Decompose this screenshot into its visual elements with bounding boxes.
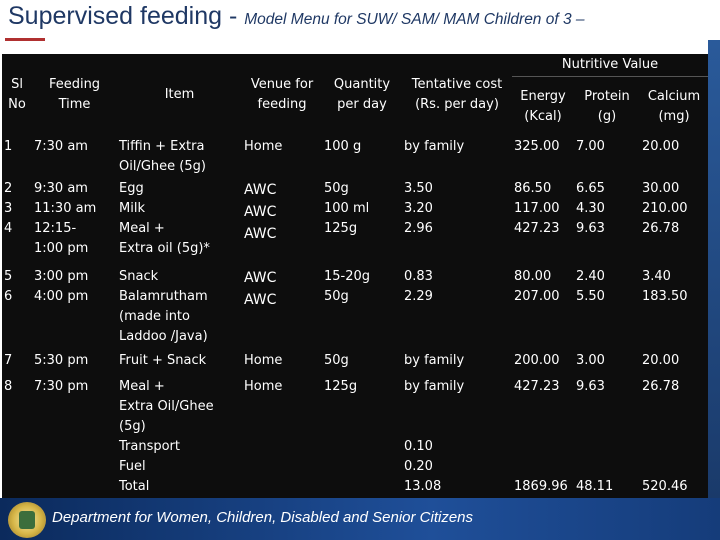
header-quantity: Quantity per day [333,77,391,113]
header-sl-no: Sl No [8,77,26,113]
cell-protein: 6.65 4.30 9.63 [576,180,605,236]
cell-venue: Home [244,138,283,154]
cell-quantity: 50g 100 ml 125g [324,180,370,236]
cell-calcium: 30.00 210.00 26.78 [642,180,688,236]
cell-quantity: 125g [324,378,358,394]
cell-venue: Home [244,378,283,394]
government-emblem-icon [8,502,46,538]
cell-item: Meal + Extra Oil/Ghee (5g) Transport Fue… [119,378,214,494]
cell-calcium: 20.00 [642,352,680,368]
cell-quantity: 100 g [324,138,362,154]
title-subtitle: Model Menu for SUW/ SAM/ MAM Children of… [244,11,585,28]
cell-quantity: 15-20g 50g [324,268,371,304]
cell-energy: 427.23 1869.96 [514,378,568,494]
menu-table-panel: Sl No Feeding Time Item Venue for feedin… [2,54,709,498]
cell-protein: 7.00 [576,138,605,154]
cell-item: Fruit + Snack [119,352,207,368]
right-edge-bar [708,40,720,500]
cell-energy: 200.00 [514,352,560,368]
cell-energy: 325.00 [514,138,560,154]
cell-energy: 86.50 117.00 427.23 [514,180,560,236]
cell-time: 5:30 pm [34,352,89,368]
table-row: 5 6 3:00 pm 4:00 pm Snack Balamrutham (m… [2,267,708,351]
cell-item: Snack Balamrutham (made into Laddoo /Jav… [119,268,208,344]
header-protein: Protein (g) [584,88,630,124]
cell-calcium: 26.78 520.46 [642,378,688,494]
header-item: Item [164,87,195,103]
cell-cost: by family [404,138,465,154]
header-venue: Venue for feeding [250,77,314,113]
header-row-top: Sl No Feeding Time Item Venue for feedin… [2,54,709,112]
header-calcium: Calcium (mg) [647,88,701,124]
department-name: Department for Women, Children, Disabled… [52,509,474,526]
menu-table: Sl No Feeding Time Item Venue for feedin… [2,54,709,497]
cell-protein: 2.40 5.50 [576,268,605,304]
header-feeding-time: Feeding Time [48,77,101,113]
header-cost: Tentative cost (Rs. per day) [411,77,503,113]
cell-quantity: 50g [324,352,349,368]
cell-sl: 8 [4,378,13,394]
cell-sl: 2 3 4 [4,180,13,236]
cell-sl: 5 6 [4,268,13,304]
cell-protein: 3.00 [576,352,605,368]
cell-sl: 7 [4,352,13,368]
cell-protein: 9.63 48.11 [576,378,614,494]
table-row: 8 7:30 pm Meal + Extra Oil/Ghee (5g) Tra… [2,377,708,497]
cell-venue: Home [244,352,283,368]
cell-time: 9:30 am 11:30 am 12:15- 1:00 pm [34,180,97,256]
cell-cost: 0.83 2.29 [404,268,433,304]
table-row: 7 5:30 pm Fruit + Snack Home 50g by fami… [2,351,708,377]
cell-time: 3:00 pm 4:00 pm [34,268,89,304]
cell-cost: by family 0.10 0.20 13.08 [404,378,465,494]
footer-banner: Department for Women, Children, Disabled… [0,498,720,540]
page-title: Supervised feeding - Model Menu for SUW/… [8,2,585,31]
title-main: Supervised feeding - [8,2,245,30]
cell-item: Tiffin + Extra Oil/Ghee (5g) [119,138,206,174]
cell-time: 7:30 am [34,138,88,154]
header-row-bottom: Energy (Kcal) Protein (g) Calcium (mg) [2,77,708,137]
header-energy: Energy (Kcal) [520,88,566,124]
table-row: 2 3 4 9:30 am 11:30 am 12:15- 1:00 pm Eg… [2,179,708,267]
cell-energy: 80.00 207.00 [514,268,560,304]
cell-time: 7:30 pm [34,378,89,394]
cell-cost: 3.50 3.20 2.96 [404,180,433,236]
cell-sl: 1 [4,138,13,154]
cell-item: Egg Milk Meal + Extra oil (5g)* [119,180,210,256]
cell-venue: AWC AWC AWC [244,181,277,242]
header-nutritive-value: Nutritive Value [512,54,709,77]
cell-calcium: 20.00 [642,138,680,154]
cell-cost: by family [404,352,465,368]
cell-calcium: 3.40 183.50 [642,268,688,304]
table-row: 1 7:30 am Tiffin + Extra Oil/Ghee (5g) H… [2,137,708,179]
title-accent-mark [5,38,45,41]
cell-venue: AWC AWC [244,269,277,308]
